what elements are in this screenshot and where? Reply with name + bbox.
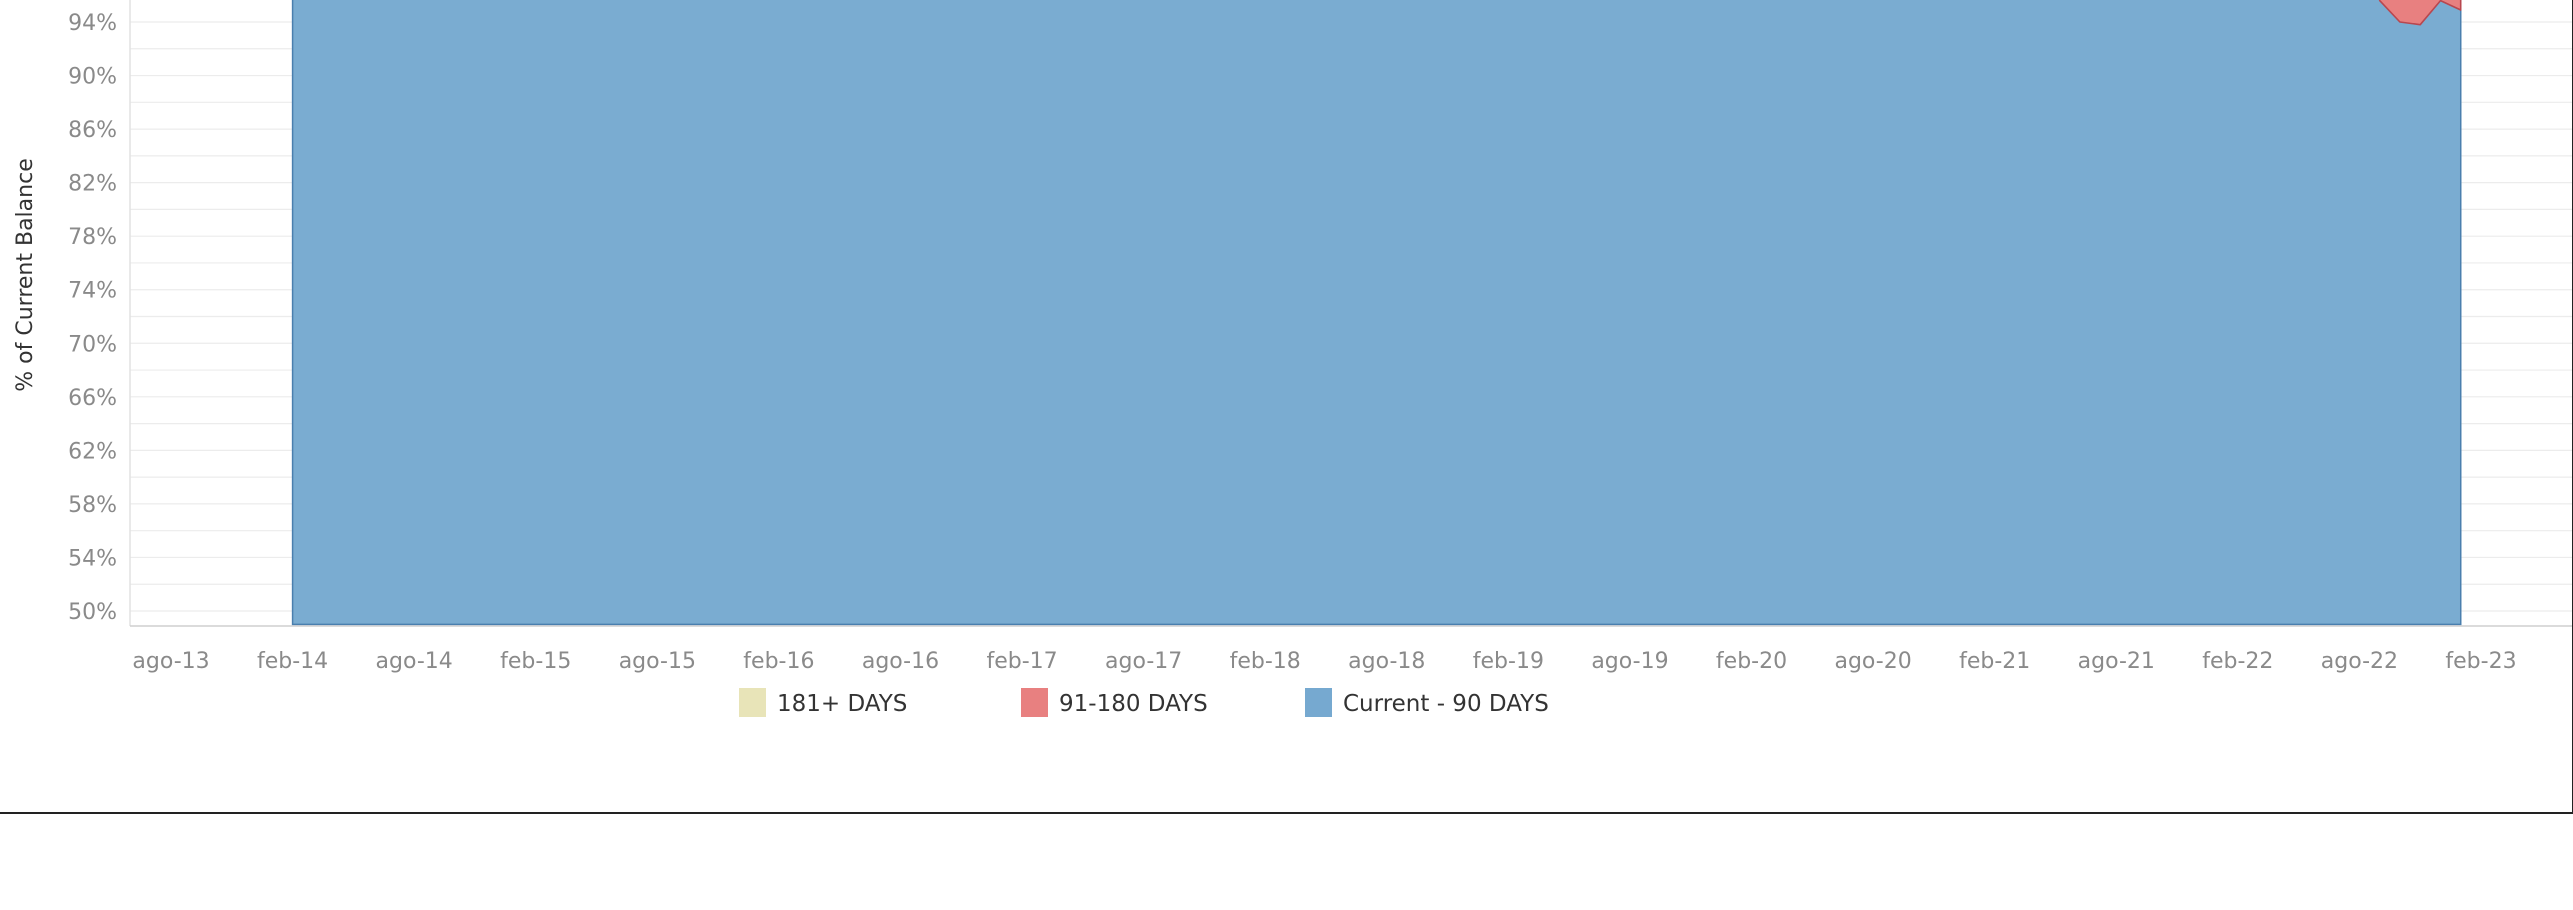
x-tick-label: feb-19 [1473,649,1544,674]
legend-swatch [739,688,766,717]
y-tick-label: 78% [68,225,117,250]
x-tick-label: ago-14 [376,649,453,674]
legend-label: 91-180 DAYS [1059,691,1208,717]
x-tick-label: feb-20 [1716,649,1787,674]
legend-item: Current - 90 DAYS [1305,688,1549,717]
legend-label: Current - 90 DAYS [1343,691,1549,717]
x-tick-label: feb-22 [2202,649,2273,674]
x-tick-label: ago-16 [862,649,939,674]
y-tick-label: 90% [68,65,117,90]
y-tick-label: 70% [68,332,117,357]
x-tick-label: feb-17 [986,649,1057,674]
legend-item: 181+ DAYS [739,688,907,717]
y-tick-label: 54% [68,546,117,571]
series-91-180-days-area [2378,0,2462,26]
y-axis-title: % of Current Balance [13,158,38,391]
x-tick-label: feb-21 [1959,649,2030,674]
y-tick-label: 58% [68,493,117,518]
legend-item: 91-180 DAYS [1021,688,1208,717]
y-tick-label: 74% [68,279,117,304]
x-tick-label: ago-22 [2321,649,2398,674]
x-tick-label: feb-14 [257,649,328,674]
x-tick-label: ago-19 [1591,649,1668,674]
x-tick-label: ago-17 [1105,649,1182,674]
y-tick-label: 50% [68,600,117,625]
x-tick-label: feb-16 [743,649,814,674]
y-tick-label: 94% [68,11,117,36]
series-current-90-days-area [291,0,2462,626]
x-tick-label: ago-18 [1348,649,1425,674]
outer-border [0,0,2573,814]
y-tick-label: 66% [68,386,117,411]
x-tick-label: ago-21 [2078,649,2155,674]
x-tick-label: feb-18 [1230,649,1301,674]
x-tick-label: feb-15 [500,649,571,674]
x-tick-label: feb-23 [2445,649,2516,674]
y-tick-label: 86% [68,118,117,143]
x-tick-label: ago-13 [132,649,209,674]
legend-swatch [1021,688,1048,717]
x-tick-label: ago-15 [619,649,696,674]
y-tick-label: 62% [68,439,117,464]
legend-swatch [1305,688,1332,717]
y-tick-label: 82% [68,172,117,197]
x-tick-label: ago-20 [1834,649,1911,674]
legend-label: 181+ DAYS [777,691,907,717]
